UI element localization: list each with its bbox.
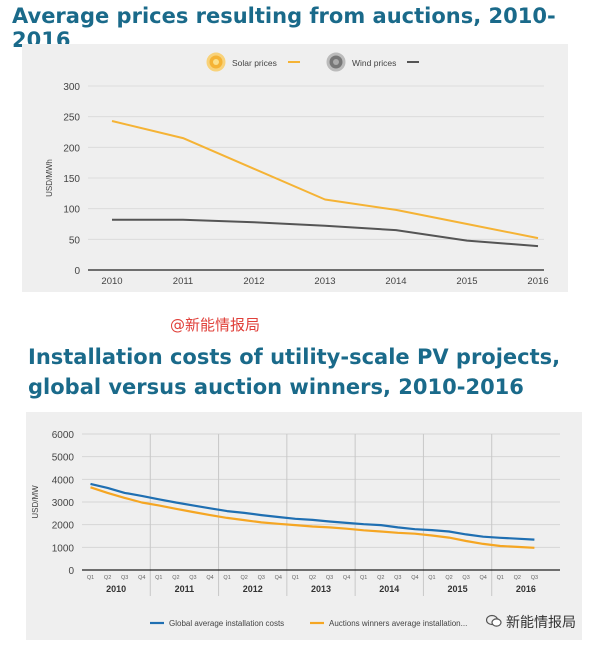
quarter-tick-label: Q4 — [411, 575, 418, 581]
chart2-title-line1: Installation costs of utility-scale PV p… — [28, 345, 561, 369]
quarter-tick-label: Q1 — [292, 575, 299, 581]
quarter-tick-label: Q3 — [394, 575, 401, 581]
y-tick-label: 3000 — [52, 498, 75, 509]
y-tick-label: 2000 — [52, 521, 75, 532]
chart2-panel: 0 1000 2000 3000 4000 5000 6000 Q1 Q2 Q3 Q4 Q1 Q2 Q3 Q… — [26, 412, 582, 640]
x-tick-label: 2015 — [456, 276, 477, 287]
x-tick-label: 2016 — [527, 276, 548, 287]
chart1-panel: 0 50 100 150 200 250 300 2010 2011 2012 2013 2014 20… — [22, 44, 568, 292]
year-label: 2014 — [379, 584, 399, 594]
quarter-tick-label: Q3 — [531, 575, 538, 581]
y-tick-label: 250 — [63, 113, 80, 124]
chart2-legend: Global average installation costs Auction… — [150, 619, 467, 628]
x-tick-label: 2013 — [314, 276, 335, 287]
legend-label-auction: Auctions winners average installation... — [329, 619, 467, 628]
quarter-tick-label: Q4 — [275, 575, 282, 581]
y-axis-label: USD/MW — [31, 485, 40, 519]
average-prices-chart: 0 50 100 150 200 250 300 2010 2011 2012 2013 2014 20… — [45, 52, 549, 287]
quarter-tick-label: Q1 — [360, 575, 367, 581]
quarter-tick-label: Q2 — [514, 575, 521, 581]
x-tick-label: 2011 — [173, 276, 193, 287]
quarter-tick-label: Q2 — [309, 575, 316, 581]
quarter-tick-label: Q2 — [377, 575, 384, 581]
quarter-tick-label: Q1 — [87, 575, 94, 581]
y-tick-label: 4000 — [52, 475, 75, 486]
x-tick-label: 2010 — [101, 276, 122, 287]
chart2-title-line2: global versus auction winners, 2010-2016 — [28, 375, 524, 399]
y-tick-label: 5000 — [52, 453, 75, 464]
wechat-logo-icon — [486, 614, 502, 627]
x-tick-label: 2012 — [243, 276, 264, 287]
quarter-tick-label: Q4 — [206, 575, 213, 581]
legend-label-solar: Solar prices — [232, 58, 277, 68]
y-tick-label: 150 — [63, 174, 80, 185]
legend-label-global: Global average installation costs — [169, 619, 284, 628]
quarter-tick-label: Q3 — [462, 575, 469, 581]
chart2-title: Installation costs of utility-scale PV p… — [28, 342, 560, 402]
quarter-tick-label: Q3 — [121, 575, 128, 581]
y-tick-label: 200 — [63, 143, 80, 154]
y-tick-label: 0 — [74, 266, 80, 277]
y-tick-label: 0 — [68, 566, 74, 577]
quarter-tick-label: Q2 — [445, 575, 452, 581]
quarter-tick-label: Q2 — [172, 575, 179, 581]
x-tick-label: 2014 — [385, 276, 406, 287]
year-label: 2016 — [516, 584, 536, 594]
chart1-title: Average prices resulting from auctions, … — [12, 4, 556, 52]
sun-icon-core — [213, 59, 219, 65]
quarter-tick-label: Q3 — [258, 575, 265, 581]
quarter-tick-label: Q1 — [155, 575, 162, 581]
y-tick-label: 6000 — [52, 430, 75, 441]
year-label: 2011 — [175, 584, 195, 594]
legend-label-wind: Wind prices — [352, 58, 396, 68]
year-label: 2012 — [243, 584, 263, 594]
installation-costs-chart: 0 1000 2000 3000 4000 5000 6000 Q1 Q2 Q3 Q4 Q1 Q2 Q3 Q… — [31, 430, 560, 628]
quarter-tick-label: Q4 — [343, 575, 350, 581]
year-label: 2010 — [106, 584, 126, 594]
year-label: 2015 — [448, 584, 468, 594]
series-line-global — [90, 482, 535, 541]
watermark-corner-text: 新能情报局 — [506, 615, 576, 631]
quarter-tick-label: Q1 — [497, 575, 504, 581]
wind-icon-core — [333, 59, 339, 65]
y-tick-label: 100 — [63, 205, 80, 216]
y-tick-label: 1000 — [52, 543, 75, 554]
chart1-legend: Solar prices Wind prices — [206, 52, 419, 72]
quarter-tick-label: Q1 — [428, 575, 435, 581]
y-tick-label: 300 — [63, 82, 80, 93]
quarter-tick-label: Q3 — [326, 575, 333, 581]
watermark-corner: 新能情报局 — [506, 612, 576, 632]
watermark-text: @新能情报局 — [170, 316, 261, 334]
year-label: 2013 — [311, 584, 331, 594]
quarter-tick-label: Q2 — [104, 575, 111, 581]
quarter-tick-label: Q3 — [189, 575, 196, 581]
y-axis-label: USD/MWh — [45, 159, 54, 197]
y-tick-label: 50 — [69, 235, 81, 246]
quarter-tick-label: Q2 — [241, 575, 248, 581]
quarter-tick-label: Q4 — [480, 575, 487, 581]
quarter-tick-label: Q4 — [138, 575, 145, 581]
quarter-tick-label: Q1 — [223, 575, 230, 581]
series-line-wind — [112, 218, 539, 248]
series-line-auction — [90, 486, 535, 549]
